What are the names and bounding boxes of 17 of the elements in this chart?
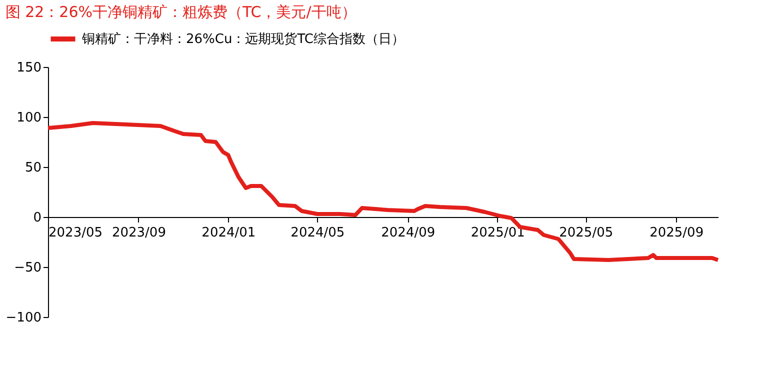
line-series bbox=[46, 121, 720, 262]
x-tick-label: 2024/01 bbox=[202, 226, 256, 240]
x-tick-label: 2024/09 bbox=[381, 226, 436, 240]
y-tick-label: −100 bbox=[6, 310, 42, 326]
y-tick-label: 50 bbox=[24, 160, 42, 176]
y-tick-label: −50 bbox=[14, 260, 42, 276]
y-tick-label: 100 bbox=[16, 110, 42, 126]
chart-title: 图 22：26%干净铜精矿：粗炼费（TC，美元/干吨） bbox=[5, 3, 356, 21]
legend-label: 铜精矿：干净料：26%Cu：远期现货TC综合指数（日） bbox=[81, 32, 404, 47]
x-tick-label: 2025/01 bbox=[470, 226, 525, 240]
x-tick-label: 2024/05 bbox=[290, 226, 345, 240]
x-tick-label: 2025/05 bbox=[559, 226, 614, 240]
y-tick-label: 0 bbox=[33, 210, 42, 226]
x-tick-label: 2023/05 bbox=[48, 226, 103, 240]
y-tick-label: 150 bbox=[16, 60, 42, 76]
x-tick-label: 2023/09 bbox=[112, 226, 166, 240]
x-tick-label: 2025/09 bbox=[650, 226, 704, 240]
